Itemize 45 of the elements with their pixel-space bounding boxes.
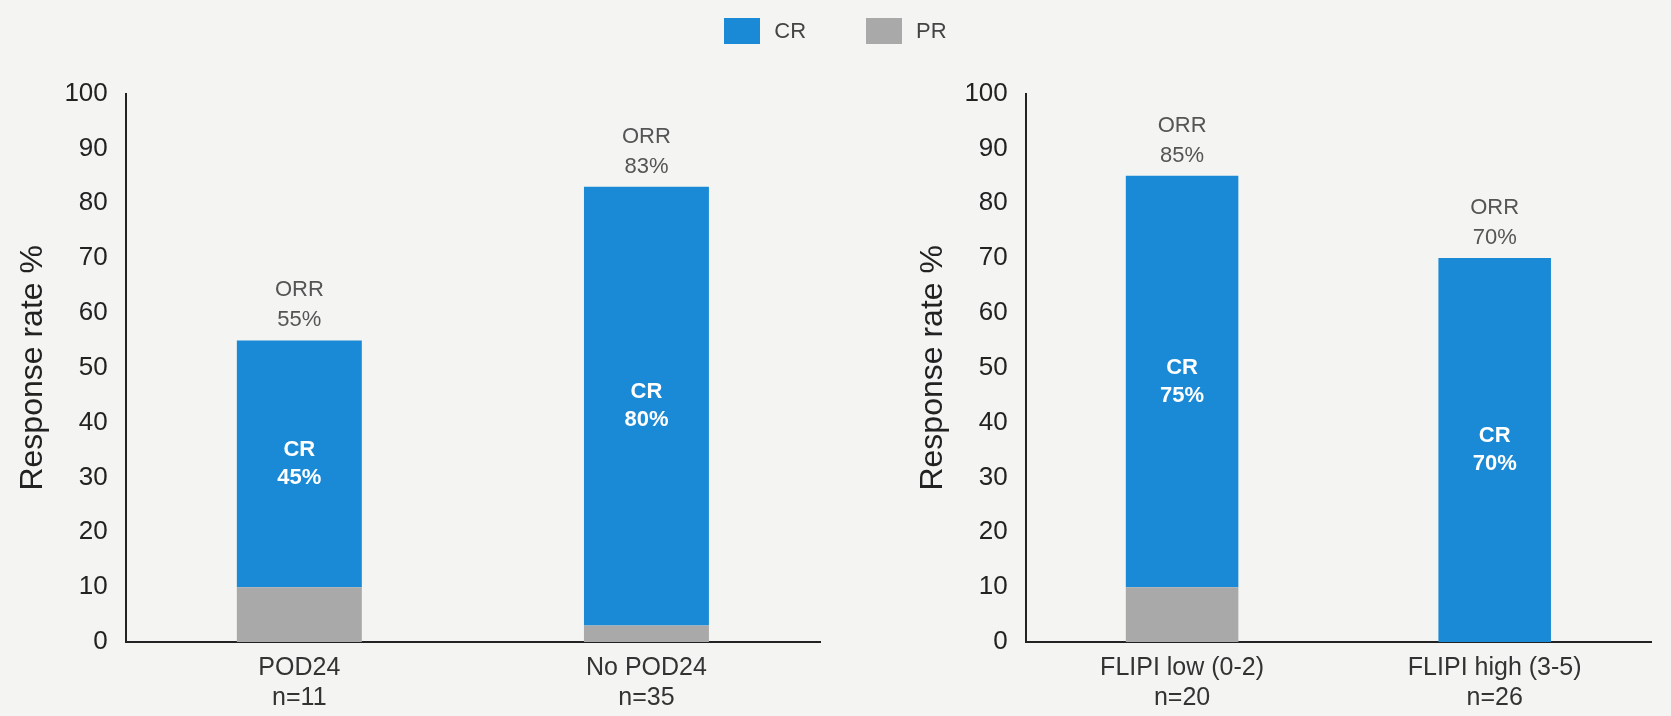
total-label: ORR 83% (622, 122, 671, 178)
y-tick-label: 20 (78, 515, 108, 546)
total-label: ORR 85% (1157, 111, 1207, 167)
y-tick-label: 50 (78, 350, 108, 381)
y-tick-label: 60 (978, 296, 1008, 327)
data-label: CR 45% (277, 435, 322, 489)
bar (583, 625, 709, 642)
y-tick-label: 0 (93, 625, 108, 656)
y-tick-label: 30 (978, 460, 1008, 491)
x-tick-label: FLIPI high (3-5) n=26 (1407, 651, 1582, 710)
x-tick-label: FLIPI low (0-2) n=20 (1100, 651, 1265, 710)
y-tick-label: 100 (64, 76, 108, 107)
bar (236, 340, 362, 588)
y-tick-label: 90 (978, 131, 1008, 162)
y-tick-label: 0 (993, 625, 1008, 656)
y-tick-label: 30 (78, 460, 108, 491)
y-tick-label: 20 (978, 515, 1008, 546)
y-axis-title: Response rate % (913, 245, 950, 491)
y-tick-label: 40 (978, 405, 1008, 436)
y-tick-label: 10 (78, 570, 108, 601)
legend-label: CR (774, 18, 807, 44)
bar (1125, 175, 1239, 588)
y-tick-label: 100 (964, 76, 1008, 107)
bar (1125, 587, 1239, 642)
bar (236, 587, 362, 642)
data-label: CR 75% (1160, 353, 1205, 407)
y-tick-label: 10 (978, 570, 1008, 601)
total-label: ORR 55% (274, 276, 324, 332)
y-tick-label: 80 (78, 186, 108, 217)
x-tick-label: POD24 n=11 (258, 651, 341, 710)
y-tick-label: 70 (78, 241, 108, 272)
y-tick-label: 40 (78, 405, 108, 436)
total-label: ORR 70% (1470, 194, 1520, 250)
legend-label: PR (916, 18, 947, 44)
y-tick-label: 90 (78, 131, 108, 162)
bar (583, 186, 709, 626)
y-tick-label: 50 (978, 350, 1008, 381)
data-label: CR 80% (624, 378, 669, 432)
bar (1438, 258, 1551, 642)
y-axis-title: Response rate % (13, 245, 50, 491)
data-label: CR 70% (1472, 422, 1517, 476)
y-tick-label: 80 (978, 186, 1008, 217)
y-tick-label: 60 (78, 296, 108, 327)
y-tick-label: 70 (978, 241, 1008, 272)
x-tick-label: No POD24 n=35 (586, 651, 707, 710)
